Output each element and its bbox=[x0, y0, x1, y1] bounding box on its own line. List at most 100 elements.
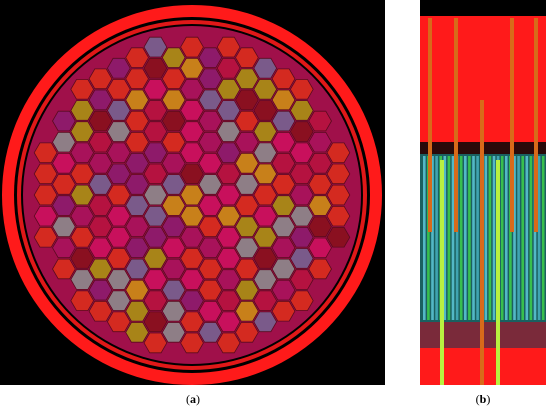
coolant-channel bbox=[435, 156, 438, 320]
control-rod bbox=[428, 18, 432, 232]
coolant-channel bbox=[423, 156, 426, 320]
fuel-assembly bbox=[161, 47, 186, 68]
fuel-assembly bbox=[143, 79, 168, 100]
fuel-assembly bbox=[198, 152, 223, 174]
fuel-assembly bbox=[271, 68, 296, 90]
fuel-assembly bbox=[125, 279, 149, 301]
fuel-assembly bbox=[308, 174, 332, 195]
axial-core-drawing bbox=[420, 0, 546, 385]
fuel-assembly bbox=[106, 163, 131, 185]
fuel-assembly bbox=[308, 152, 332, 174]
fuel-assembly bbox=[253, 205, 278, 227]
control-rod bbox=[496, 160, 500, 385]
radial-core-drawing bbox=[2, 5, 382, 385]
fuel-assembly bbox=[180, 290, 204, 311]
fuel-assembly bbox=[253, 269, 278, 290]
fuel-assembly bbox=[216, 184, 241, 206]
fuel-assembly bbox=[143, 142, 168, 164]
fuel-assembly bbox=[88, 216, 113, 238]
fuel-assembly bbox=[326, 184, 351, 206]
control-rod bbox=[510, 18, 514, 232]
fuel-assembly bbox=[235, 322, 259, 343]
fuel-assembly bbox=[33, 184, 58, 206]
fuel-assembly bbox=[161, 258, 186, 280]
fuel-assembly bbox=[235, 279, 259, 301]
fuel-assembly bbox=[143, 290, 168, 311]
fuel-assembly bbox=[88, 258, 113, 280]
fuel-assembly bbox=[198, 131, 223, 153]
fuel-assembly bbox=[125, 258, 149, 280]
fuel-assembly bbox=[125, 300, 149, 322]
fuel-assembly bbox=[216, 142, 241, 164]
fuel-assembly bbox=[143, 205, 168, 227]
fuel-assembly bbox=[143, 269, 168, 290]
fuel-assembly bbox=[33, 163, 58, 185]
fuel-assembly bbox=[235, 110, 259, 132]
fuel-assembly bbox=[271, 110, 296, 132]
fuel-assembly bbox=[253, 248, 278, 269]
coolant-channel bbox=[484, 156, 488, 320]
fuel-assembly bbox=[198, 68, 223, 90]
fuel-assembly bbox=[106, 142, 131, 164]
fuel-assembly bbox=[216, 163, 241, 185]
fuel-assembly bbox=[106, 290, 131, 311]
fuel-assembly-lattice bbox=[33, 36, 351, 354]
coolant-channel bbox=[537, 156, 541, 320]
fuel-assembly bbox=[52, 195, 76, 216]
fuel-assembly bbox=[308, 237, 332, 259]
fuel-assembly bbox=[33, 226, 58, 248]
fuel-assembly bbox=[70, 205, 95, 227]
coolant-channel bbox=[447, 156, 451, 320]
coolant-channel bbox=[533, 156, 537, 320]
fuel-assembly bbox=[143, 100, 168, 121]
fuel-assembly bbox=[198, 89, 223, 111]
fuel-assembly bbox=[216, 79, 241, 100]
fuel-assembly bbox=[52, 131, 76, 153]
coolant-channel bbox=[505, 156, 508, 320]
fuel-assembly bbox=[125, 195, 149, 216]
control-rods bbox=[428, 18, 538, 385]
fuel-assembly bbox=[143, 226, 168, 248]
fuel-assembly bbox=[88, 237, 113, 259]
fuel-assembly bbox=[88, 195, 113, 216]
fuel-assembly bbox=[253, 163, 278, 185]
coolant-channel bbox=[451, 156, 455, 320]
control-rod bbox=[480, 100, 484, 385]
fuel-assembly bbox=[52, 110, 76, 132]
fuel-assembly bbox=[289, 184, 314, 206]
fuel-assembly bbox=[161, 300, 186, 322]
coolant-channel bbox=[500, 156, 504, 320]
fuel-assembly bbox=[235, 195, 259, 216]
fuel-assembly bbox=[198, 258, 223, 280]
fuel-assembly bbox=[235, 68, 259, 90]
fuel-assembly bbox=[235, 174, 259, 195]
fuel-assembly bbox=[289, 100, 314, 121]
fuel-assembly bbox=[180, 100, 204, 121]
fuel-assembly bbox=[143, 121, 168, 142]
fuel-assembly bbox=[70, 163, 95, 185]
fuel-assembly bbox=[198, 195, 223, 216]
fuel-assembly bbox=[308, 131, 332, 153]
fuel-assembly bbox=[216, 121, 241, 142]
fuel-assembly bbox=[88, 152, 113, 174]
fuel-assembly bbox=[271, 279, 296, 301]
control-rod bbox=[440, 160, 444, 385]
fuel-assembly bbox=[271, 195, 296, 216]
coolant-channel bbox=[525, 156, 529, 320]
fuel-assembly bbox=[52, 216, 76, 238]
fuel-assembly bbox=[326, 163, 351, 185]
fuel-assembly bbox=[326, 142, 351, 164]
fuel-assembly bbox=[180, 36, 204, 58]
fuel-assembly bbox=[125, 131, 149, 153]
coolant-channel bbox=[513, 156, 516, 320]
fuel-assembly bbox=[143, 248, 168, 269]
fuel-assembly bbox=[289, 79, 314, 100]
fuel-assembly bbox=[125, 152, 149, 174]
fuel-assembly bbox=[289, 163, 314, 185]
coolant-channel bbox=[529, 156, 533, 320]
fuel-assembly bbox=[289, 269, 314, 290]
fuel-assembly bbox=[161, 131, 186, 153]
fuel-assembly bbox=[271, 89, 296, 111]
fuel-assembly bbox=[198, 216, 223, 238]
fuel-assembly bbox=[198, 300, 223, 322]
